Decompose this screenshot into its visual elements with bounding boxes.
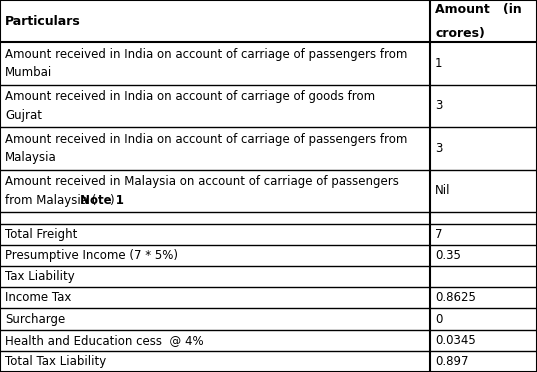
Text: Gujrat: Gujrat — [5, 109, 42, 122]
Text: 0: 0 — [435, 312, 442, 326]
Text: 3: 3 — [435, 142, 442, 155]
Text: Total Tax Liability: Total Tax Liability — [5, 355, 106, 368]
Text: 7: 7 — [435, 228, 442, 241]
Text: Amount received in India on account of carriage of goods from: Amount received in India on account of c… — [5, 90, 375, 103]
Text: Amount   (in: Amount (in — [435, 3, 522, 16]
Text: 0.8625: 0.8625 — [435, 291, 476, 304]
Text: Amount received in Malaysia on account of carriage of passengers: Amount received in Malaysia on account o… — [5, 175, 399, 188]
Text: Presumptive Income (7 * 5%): Presumptive Income (7 * 5%) — [5, 249, 178, 262]
Text: Amount received in India on account of carriage of passengers from: Amount received in India on account of c… — [5, 48, 408, 61]
Text: Health and Education cess  @ 4%: Health and Education cess @ 4% — [5, 334, 204, 347]
Text: Mumbai: Mumbai — [5, 67, 52, 79]
Text: ): ) — [110, 193, 114, 206]
Text: 0.897: 0.897 — [435, 355, 468, 368]
Text: 1: 1 — [435, 57, 442, 70]
Text: Note 1: Note 1 — [79, 193, 124, 206]
Text: Tax Liability: Tax Liability — [5, 270, 75, 283]
Text: Surcharge: Surcharge — [5, 312, 66, 326]
Text: Malaysia: Malaysia — [5, 151, 57, 164]
Text: Nil: Nil — [435, 184, 451, 197]
Text: Income Tax: Income Tax — [5, 291, 71, 304]
Text: Amount received in India on account of carriage of passengers from: Amount received in India on account of c… — [5, 132, 408, 145]
Text: from Malaysia (: from Malaysia ( — [5, 193, 96, 206]
Text: Total Freight: Total Freight — [5, 228, 77, 241]
Text: 0.0345: 0.0345 — [435, 334, 476, 347]
Text: 3: 3 — [435, 99, 442, 112]
Text: Particulars: Particulars — [5, 15, 81, 28]
Text: crores): crores) — [435, 26, 485, 39]
Text: 0.35: 0.35 — [435, 249, 461, 262]
